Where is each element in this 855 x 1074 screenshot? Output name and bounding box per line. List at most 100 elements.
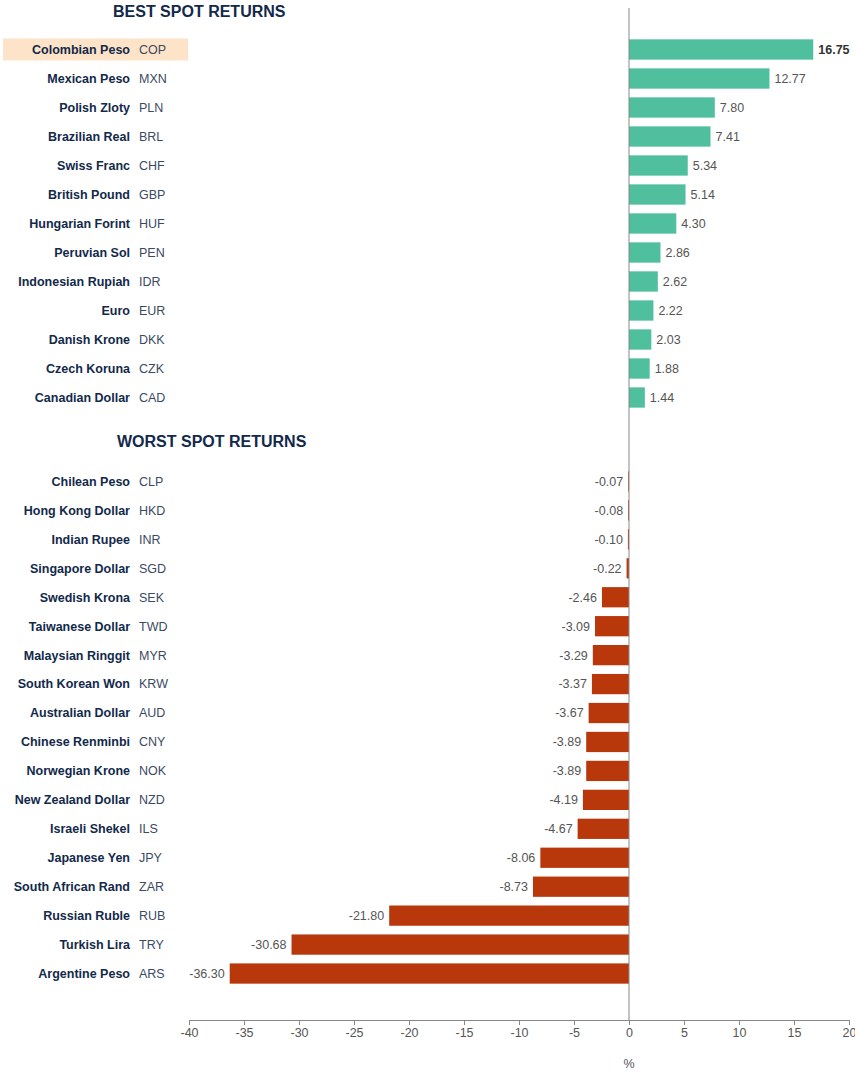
category-label: Taiwanese Dollar	[29, 620, 130, 634]
tick-mark	[849, 1020, 850, 1025]
data-label: 5.14	[691, 188, 715, 202]
bar	[602, 587, 629, 607]
data-label: -8.06	[507, 851, 536, 865]
x-axis: -40-35-30-25-20-15-10-505101520	[180, 1020, 855, 1040]
data-label: 2.22	[658, 304, 682, 318]
tick-mark	[684, 1020, 685, 1025]
bar	[595, 616, 629, 636]
bar	[586, 761, 629, 781]
code-label: CNY	[139, 735, 166, 749]
category-label: South African Rand	[14, 880, 130, 894]
code-label: ARS	[139, 967, 165, 981]
tick-mark	[354, 1020, 355, 1025]
bar	[583, 790, 629, 810]
tick-label: -15	[455, 1026, 473, 1040]
data-label: -3.67	[555, 706, 584, 720]
axis-title: %	[623, 1057, 634, 1071]
tick: 20	[843, 1020, 855, 1040]
tick-label: -10	[510, 1026, 528, 1040]
bar	[578, 819, 629, 839]
code-label: CZK	[139, 362, 165, 376]
tick: -30	[290, 1020, 308, 1040]
data-label: -3.29	[559, 649, 588, 663]
category-label: Czech Koruna	[46, 362, 131, 376]
data-label: -0.10	[594, 533, 623, 547]
tick-label: -25	[345, 1026, 363, 1040]
section-title: WORST SPOT RETURNS	[117, 433, 307, 450]
bar	[629, 242, 660, 262]
data-label: -36.30	[189, 967, 224, 981]
tick-mark	[629, 1020, 630, 1025]
category-label: Hungarian Forint	[29, 217, 131, 231]
tick-mark	[464, 1020, 465, 1025]
category-label: Japanese Yen	[48, 851, 130, 865]
bar	[629, 213, 676, 233]
data-label: -0.08	[595, 504, 624, 518]
category-label: Norwegian Krone	[27, 764, 131, 778]
tick-label: -35	[235, 1026, 253, 1040]
data-label: -3.37	[558, 677, 587, 691]
code-label: CAD	[139, 391, 165, 405]
tick-mark	[519, 1020, 520, 1025]
code-label: SEK	[139, 591, 165, 605]
tick-mark	[299, 1020, 300, 1025]
data-label: 2.62	[663, 275, 687, 289]
bar	[586, 732, 629, 752]
code-label: INR	[139, 533, 161, 547]
bar	[629, 39, 813, 59]
tick-label: -5	[569, 1026, 580, 1040]
category-label: British Pound	[48, 188, 130, 202]
code-label: GBP	[139, 188, 165, 202]
category-label: Mexican Peso	[47, 72, 130, 86]
code-label: ILS	[139, 822, 158, 836]
bar	[629, 97, 715, 117]
code-label: MXN	[139, 72, 167, 86]
tick: 10	[733, 1020, 747, 1040]
code-label: PEN	[139, 246, 165, 260]
data-label: -4.19	[549, 793, 578, 807]
tick-mark	[739, 1020, 740, 1025]
category-label: Euro	[102, 304, 131, 318]
code-label: BRL	[139, 130, 163, 144]
tick: -5	[569, 1020, 580, 1040]
category-label: Peruvian Sol	[54, 246, 130, 260]
category-label: Hong Kong Dollar	[24, 504, 130, 518]
code-label: RUB	[139, 909, 165, 923]
code-label: HUF	[139, 217, 165, 231]
bar	[629, 387, 645, 407]
code-label: TWD	[139, 620, 167, 634]
code-label: NZD	[139, 793, 165, 807]
tick-label: -40	[180, 1026, 198, 1040]
tick: -10	[510, 1020, 528, 1040]
bar	[589, 703, 629, 723]
code-label: AUD	[139, 706, 165, 720]
tick: -25	[345, 1020, 363, 1040]
bar	[629, 155, 688, 175]
tick: -20	[400, 1020, 418, 1040]
data-label: -8.73	[499, 880, 528, 894]
data-label: 2.03	[656, 333, 680, 347]
code-label: NOK	[139, 764, 167, 778]
tick: -35	[235, 1020, 253, 1040]
data-label: -30.68	[251, 938, 286, 952]
category-label: South Korean Won	[18, 677, 130, 691]
code-label: KRW	[139, 677, 168, 691]
data-label: -3.89	[553, 735, 582, 749]
code-label: JPY	[139, 851, 163, 865]
data-label: 5.34	[693, 159, 717, 173]
bar	[629, 126, 711, 146]
tick-label: 10	[733, 1026, 747, 1040]
data-label: 16.75	[818, 43, 849, 57]
tick-label: 20	[843, 1026, 855, 1040]
tick-mark	[409, 1020, 410, 1025]
bar	[629, 184, 686, 204]
data-label: -0.22	[593, 562, 622, 576]
code-label: PLN	[139, 101, 163, 115]
data-label: -3.09	[562, 620, 591, 634]
tick-mark	[189, 1020, 190, 1025]
category-label: Canadian Dollar	[35, 391, 130, 405]
data-label: -4.67	[544, 822, 573, 836]
code-label: DKK	[139, 333, 165, 347]
bar	[593, 645, 629, 665]
category-label: Danish Krone	[49, 333, 130, 347]
